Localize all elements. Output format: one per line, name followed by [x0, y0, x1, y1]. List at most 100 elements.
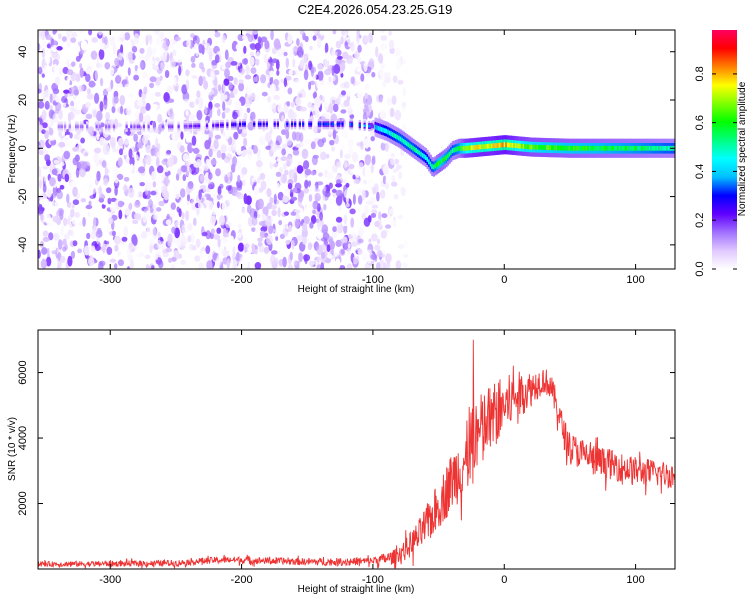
noise-cell	[145, 263, 150, 269]
noise-cell	[142, 72, 149, 79]
noise-cell	[160, 62, 165, 71]
ridge-cell	[86, 125, 89, 128]
ridge-cell	[615, 145, 618, 151]
noise-cell	[239, 68, 245, 75]
ridge-cell	[563, 145, 566, 151]
noise-cell	[228, 146, 233, 153]
ridge-cell	[64, 125, 67, 128]
noise-cell	[325, 100, 329, 110]
noise-cell	[150, 190, 157, 196]
noise-cell	[363, 35, 371, 42]
colorbar-label: Normalized spectral amplitude	[737, 81, 748, 216]
noise-cell	[320, 237, 328, 242]
noise-cell	[332, 129, 337, 140]
ridge-cell	[81, 125, 84, 128]
ridge-cell	[631, 145, 634, 151]
noise-cell	[250, 111, 256, 121]
noise-cell	[195, 229, 199, 236]
noise-cell	[105, 75, 109, 86]
noise-cell	[191, 75, 198, 79]
noise-cell	[208, 148, 213, 158]
ridge-cell	[325, 122, 328, 126]
noise-cell	[40, 213, 45, 224]
noise-cell	[332, 226, 337, 233]
figure-title: C2E4.2026.054.23.25.G19	[298, 2, 453, 17]
noise-cell	[213, 69, 220, 76]
noise-cell	[366, 73, 370, 78]
noise-cell	[38, 139, 45, 149]
noise-cell	[356, 30, 360, 37]
noise-cell	[75, 167, 80, 178]
noise-cell	[295, 214, 301, 220]
noise-cell	[217, 84, 222, 92]
noise-cell	[197, 201, 203, 209]
noise-cell	[294, 143, 301, 149]
noise-cell	[259, 230, 266, 238]
noise-cell	[397, 215, 403, 219]
noise-cell	[43, 65, 48, 76]
noise-cell	[139, 182, 145, 187]
noise-cell	[59, 138, 66, 143]
noise-cell	[215, 168, 221, 177]
noise-cell	[179, 145, 185, 153]
noise-cell	[324, 68, 332, 76]
noise-cell	[353, 95, 357, 100]
noise-cell	[235, 43, 241, 51]
y-tick-label: 0	[17, 145, 29, 151]
noise-cell	[344, 154, 351, 159]
noise-cell	[221, 201, 227, 211]
noise-cell	[265, 69, 270, 75]
noise-cell	[278, 259, 284, 267]
noise-cell	[225, 221, 233, 228]
noise-cell	[154, 253, 159, 261]
ridge-cell	[464, 145, 467, 151]
noise-cell	[281, 129, 287, 136]
noise-cell	[156, 207, 162, 212]
noise-cell	[299, 106, 307, 112]
noise-cell	[270, 158, 277, 164]
noise-cell	[106, 258, 111, 269]
ridge-cell	[554, 145, 557, 151]
ridge-cell	[105, 125, 108, 128]
noise-cell	[397, 251, 402, 258]
noise-cell	[357, 248, 364, 256]
noise-cell	[80, 40, 88, 51]
noise-cell	[75, 45, 80, 54]
ridge-cell	[521, 143, 524, 149]
noise-cell	[146, 154, 152, 166]
ridge-cell	[617, 145, 620, 151]
ridge-cell	[640, 145, 644, 151]
noise-cell	[391, 181, 398, 187]
noise-cell	[63, 217, 68, 227]
ridge-cell	[555, 145, 558, 151]
noise-cell	[45, 256, 52, 267]
noise-cell	[274, 145, 282, 150]
ridge-cell	[510, 142, 513, 148]
noise-cell	[353, 73, 361, 79]
noise-cell	[281, 148, 287, 156]
ridge-cell	[368, 124, 371, 128]
ridge-cell	[273, 122, 276, 126]
noise-cell	[241, 167, 248, 175]
noise-cell	[41, 207, 45, 212]
noise-cell	[293, 172, 298, 183]
noise-cell	[365, 200, 373, 205]
noise-cell	[226, 258, 230, 269]
ridge-cell	[234, 123, 237, 126]
noise-cell	[312, 91, 317, 99]
noise-cell	[380, 62, 385, 69]
ridge-cell	[393, 133, 396, 138]
noise-cell	[266, 61, 270, 70]
noise-cell	[165, 219, 172, 226]
noise-cell	[104, 166, 108, 177]
ridge-cell	[194, 124, 197, 128]
ridge-cell	[461, 145, 464, 151]
noise-cell	[133, 74, 140, 81]
noise-cell	[146, 46, 153, 58]
noise-cell	[343, 81, 350, 89]
noise-cell	[251, 227, 256, 233]
ridge-cell	[417, 149, 420, 155]
noise-cell	[317, 138, 325, 148]
noise-cell	[363, 204, 369, 216]
noise-cell	[288, 169, 295, 180]
